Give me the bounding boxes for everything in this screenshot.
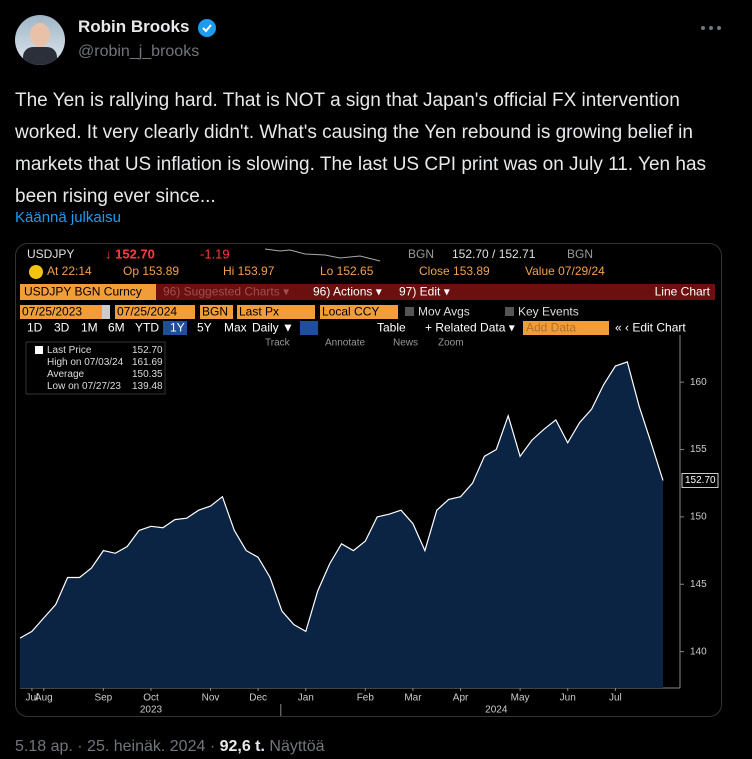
legend-label: Last Price xyxy=(47,345,92,356)
end-date[interactable]: 07/25/2024 xyxy=(117,305,177,319)
menu-actions[interactable]: 96) Actions ▾ xyxy=(313,285,382,299)
bid-ask: 152.70 / 152.71 xyxy=(452,247,536,261)
author-name[interactable]: Robin Brooks xyxy=(78,17,190,36)
field[interactable]: Last Px xyxy=(239,305,279,319)
footer: 5.18 ap. · 25. heinäk. 2024 · 92,6 t. Nä… xyxy=(15,738,325,756)
source: BGN xyxy=(408,247,434,261)
period-button[interactable]: 1D xyxy=(27,321,43,335)
legend-label: High on 07/03/24 xyxy=(47,357,124,368)
high: Hi 153.97 xyxy=(223,264,275,278)
x-tick-label: Nov xyxy=(202,693,220,704)
period-button[interactable]: Max xyxy=(224,321,247,335)
x-tick-label: Jun xyxy=(560,693,576,704)
x-tick-label: Feb xyxy=(357,693,375,704)
x-tick-label: Jan xyxy=(298,693,314,704)
legend-value: 161.69 xyxy=(132,357,163,368)
timestamp[interactable]: 5.18 ap. · 25. heinäk. 2024 · xyxy=(15,738,216,755)
pricing-source[interactable]: BGN xyxy=(202,305,228,319)
author-handle[interactable]: @robin_j_brooks xyxy=(78,43,200,60)
period-button[interactable]: YTD xyxy=(135,321,159,335)
chart-type: Line Chart xyxy=(655,285,711,299)
period-button[interactable]: 5Y xyxy=(197,321,212,335)
last-value-label: 152.70 xyxy=(685,475,716,486)
security[interactable]: USDJPY BGN Curncy xyxy=(24,285,142,299)
source: BGN xyxy=(567,247,593,261)
period-button[interactable]: 1Y xyxy=(170,321,185,335)
menu-suggested[interactable]: 96) Suggested Charts ▾ xyxy=(163,285,289,299)
period-button[interactable]: 6M xyxy=(108,321,125,335)
open: Op 153.89 xyxy=(123,264,179,278)
close: Close 153.89 xyxy=(419,264,490,278)
x-tick-label: Apr xyxy=(453,693,469,704)
area xyxy=(20,361,663,688)
year-label: 2023 xyxy=(140,705,163,716)
tool-news[interactable]: News xyxy=(393,338,418,349)
x-tick-label: Jul xyxy=(26,693,39,704)
avatar[interactable] xyxy=(15,15,65,65)
last-value-box xyxy=(681,473,719,489)
legend-label: Low on 07/27/23 xyxy=(47,381,121,392)
legend-value: 152.70 xyxy=(132,345,163,356)
change: -1.19 xyxy=(200,246,230,261)
value-date: Value 07/29/24 xyxy=(525,264,605,278)
line xyxy=(19,361,664,639)
key-events[interactable]: Key Events xyxy=(518,305,579,319)
table-button[interactable]: Table xyxy=(377,321,406,335)
ticker: USDJPY xyxy=(27,247,74,261)
legend: Last Price 152.70 High on 07/03/24 161.69… xyxy=(25,341,166,395)
start-date[interactable]: 07/25/2023 xyxy=(22,305,82,319)
related-data[interactable]: + Related Data ▾ xyxy=(425,321,515,335)
legend-value: 139.48 xyxy=(132,381,163,392)
views-label: Näyttöä xyxy=(269,738,325,755)
legend-label: Average xyxy=(47,369,85,380)
edit-chart[interactable]: « ‹ Edit Chart xyxy=(615,321,686,335)
x-tick-label: Mar xyxy=(404,693,422,704)
time: At 22:14 xyxy=(47,264,92,278)
y-tick-label: 155 xyxy=(690,444,707,455)
mov-avgs[interactable]: Mov Avgs xyxy=(418,305,470,319)
tool-track[interactable]: Track xyxy=(265,338,291,349)
tool-annotate[interactable]: Annotate xyxy=(325,338,365,349)
tweet-text: The Yen is rallying hard. That is NOT a … xyxy=(15,90,707,207)
period-button[interactable]: 3D xyxy=(54,321,70,335)
menu-edit[interactable]: 97) Edit ▾ xyxy=(399,285,450,299)
currency[interactable]: Local CCY xyxy=(322,305,379,319)
year-label: 2024 xyxy=(485,705,508,716)
x-tick-label: Aug xyxy=(35,693,53,704)
add-data[interactable]: Add Data xyxy=(526,321,576,335)
tool-zoom[interactable]: Zoom xyxy=(438,338,464,349)
y-tick-label: 160 xyxy=(690,377,707,388)
period-button[interactable]: 1M xyxy=(81,321,98,335)
legend-value: 150.35 xyxy=(132,369,163,380)
header-rows: USDJPY ↓ 152.70 -1.19 BGN 152.70 / 152.7… xyxy=(20,246,715,349)
y-tick-label: 150 xyxy=(690,512,707,523)
x-tick-label: May xyxy=(511,693,530,704)
low: Lo 152.65 xyxy=(320,264,374,278)
x-tick-label: Oct xyxy=(143,693,159,704)
x-tick-label: Sep xyxy=(94,693,112,704)
x-tick-label: Dec xyxy=(249,693,267,704)
frequency[interactable]: Daily ▼ xyxy=(252,321,294,335)
view-count: 92,6 t. xyxy=(219,738,265,755)
translate-link[interactable]: Käännä julkaisu xyxy=(15,209,121,226)
verified-badge xyxy=(198,19,216,37)
y-tick-label: 140 xyxy=(690,646,707,657)
x-tick-label: Jul xyxy=(609,693,622,704)
last-price: ↓ 152.70 xyxy=(105,246,155,261)
y-tick-label: 145 xyxy=(690,579,707,590)
chart-image: USDJPY ↓ 152.70 -1.19 BGN 152.70 / 152.7… xyxy=(15,243,722,717)
more-button[interactable] xyxy=(700,24,722,32)
